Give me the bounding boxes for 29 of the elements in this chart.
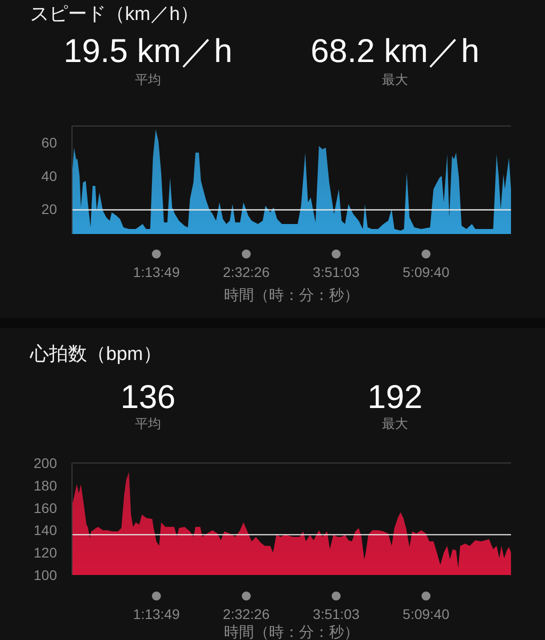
text: 平均 xyxy=(135,72,161,87)
x-tick-label: 3:51:03 xyxy=(312,264,360,280)
text: 192 xyxy=(367,378,423,415)
x-tick-label: 3:51:03 xyxy=(312,606,360,622)
y-tick-label: 100 xyxy=(34,567,58,583)
y-tick-label: 120 xyxy=(34,544,58,561)
y-tick-label: 140 xyxy=(34,522,58,538)
x-axis-title: 時間（時：分：秒） xyxy=(224,624,359,640)
x-tick-label: 1:13:49 xyxy=(133,264,180,280)
y-tick-label: 160 xyxy=(34,500,58,516)
x-tick-label: 2:32:26 xyxy=(222,606,270,622)
text: 68.2 km／h xyxy=(310,32,480,69)
text: 136 xyxy=(120,378,176,415)
text: 19.5 km／h xyxy=(64,32,232,69)
text: 平均 xyxy=(135,416,161,431)
x-tick-label: 1:13:49 xyxy=(133,606,180,622)
text: 最大 xyxy=(382,72,408,87)
y-tick-label: 200 xyxy=(34,455,58,471)
x-axis-title: 時間（時：分：秒） xyxy=(224,287,359,304)
x-tick-label: 5:09:40 xyxy=(402,264,450,280)
x-tick-label: 5:09:40 xyxy=(402,606,450,622)
text: 最大 xyxy=(382,416,408,431)
y-tick-label: 180 xyxy=(34,477,58,494)
y-tick-label: 40 xyxy=(41,168,58,184)
chart-title: 心拍数（bpm） xyxy=(29,343,162,365)
chart-title: スピード（km／h） xyxy=(30,4,199,25)
x-tick-label: 2:32:26 xyxy=(222,264,270,280)
y-tick-label: 20 xyxy=(41,201,58,218)
y-tick-label: 60 xyxy=(41,134,58,151)
